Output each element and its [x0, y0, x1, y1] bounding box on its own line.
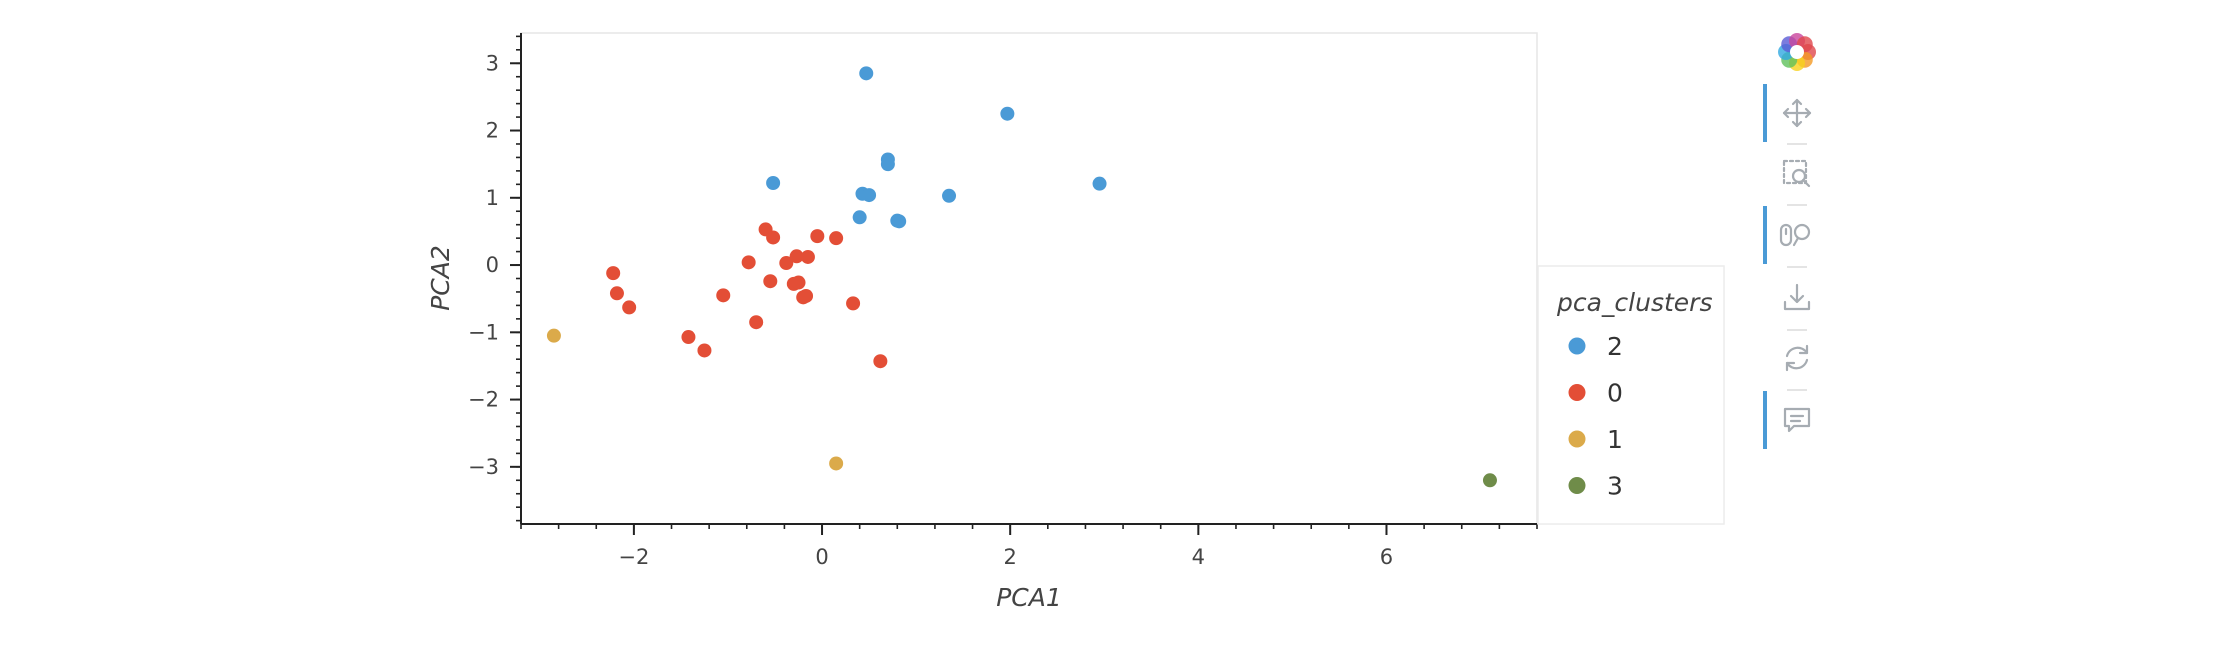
legend-marker	[1568, 430, 1586, 448]
save-arrow	[1789, 283, 1805, 304]
data-point-cluster-0[interactable]	[749, 315, 764, 330]
save-tool-icon[interactable]	[1767, 268, 1827, 328]
reset-arc-top	[1785, 346, 1809, 358]
data-point-cluster-0[interactable]	[789, 249, 804, 264]
data-point-cluster-3[interactable]	[1482, 473, 1497, 488]
mouse-wheel	[1779, 223, 1793, 247]
data-point-cluster-0[interactable]	[799, 288, 814, 303]
legend-label: 2	[1607, 332, 1623, 361]
legend-label: 3	[1607, 472, 1623, 501]
legend-marker	[1568, 384, 1586, 401]
data-point-cluster-2[interactable]	[859, 66, 874, 81]
pan-tool-icon[interactable]	[1763, 83, 1827, 143]
data-point-cluster-0[interactable]	[791, 275, 806, 290]
wheel-zoom-handle	[1792, 236, 1800, 247]
pan-arrow-up	[1791, 98, 1803, 106]
legend-item-3[interactable]: 3	[1568, 472, 1623, 501]
data-point-cluster-0[interactable]	[681, 330, 696, 345]
data-point-cluster-2[interactable]	[766, 175, 781, 190]
data-point-cluster-1[interactable]	[546, 328, 561, 343]
y-tick-label: −1	[468, 320, 499, 344]
x-tick-label: −2	[618, 545, 649, 569]
y-axis-label: PCA2	[426, 245, 455, 311]
box-zoom-handle	[1801, 178, 1811, 188]
data-point-cluster-0[interactable]	[763, 274, 778, 289]
x-tick-label: 6	[1380, 545, 1393, 569]
hover-lines	[1789, 414, 1805, 423]
legend-item-0[interactable]: 0	[1568, 379, 1623, 408]
legend-item-2[interactable]: 2	[1568, 332, 1623, 361]
data-point-cluster-0[interactable]	[697, 343, 712, 358]
plot-area-border	[520, 32, 1538, 525]
y-tick-label: 2	[486, 119, 499, 143]
data-point-cluster-0[interactable]	[609, 286, 624, 301]
y-tick-label: 3	[486, 51, 499, 75]
legend-item-1[interactable]: 1	[1568, 425, 1623, 454]
pan-arrows	[1782, 98, 1812, 128]
data-point-cluster-1[interactable]	[829, 456, 844, 471]
data-point-cluster-0[interactable]	[766, 230, 781, 245]
legend-label: 0	[1607, 379, 1623, 408]
data-point-cluster-0[interactable]	[800, 249, 815, 264]
data-point-cluster-0[interactable]	[829, 231, 844, 246]
reset-arrow-bottom	[1785, 361, 1796, 372]
reset-arrow-top	[1798, 344, 1809, 355]
data-points	[546, 66, 1497, 488]
y-tick-label: −3	[468, 455, 499, 479]
x-tick-label: 0	[815, 545, 828, 569]
data-point-cluster-0[interactable]	[873, 354, 888, 369]
data-point-cluster-0[interactable]	[716, 288, 731, 303]
y-tick-label: −2	[468, 388, 499, 412]
x-tick-label: 4	[1192, 545, 1205, 569]
box-zoom-rect	[1782, 159, 1808, 185]
legend-title: pca_clusters	[1556, 288, 1712, 317]
data-point-cluster-0[interactable]	[810, 229, 825, 244]
data-point-cluster-2[interactable]	[942, 188, 957, 203]
tool-hitbox	[1767, 328, 1827, 388]
box-zoom-tool-icon[interactable]	[1767, 144, 1827, 204]
data-point-cluster-2[interactable]	[852, 210, 867, 225]
pan-arrow-down	[1791, 120, 1803, 128]
hover-tool-icon[interactable]	[1763, 390, 1827, 450]
box-zoom-lens	[1791, 168, 1807, 184]
save-tray	[1783, 300, 1811, 311]
x-axis-label: PCA1	[996, 583, 1062, 612]
pan-arrow-right	[1804, 107, 1812, 119]
data-point-cluster-0[interactable]	[741, 255, 756, 270]
tool-hitbox	[1767, 205, 1827, 265]
reset-arc-bottom	[1785, 358, 1809, 370]
hover-bubble	[1783, 407, 1811, 433]
wheel-zoom-tool-icon[interactable]	[1763, 205, 1827, 265]
y-tick-label: 0	[486, 253, 499, 277]
data-point-cluster-0[interactable]	[622, 300, 637, 315]
legend-marker	[1568, 337, 1586, 355]
legend-marker	[1568, 477, 1586, 494]
reset-tool-icon[interactable]	[1767, 328, 1827, 388]
tool-hitbox	[1767, 144, 1827, 204]
data-point-cluster-2[interactable]	[1000, 106, 1015, 121]
data-point-cluster-2[interactable]	[862, 188, 877, 203]
bokeh-logo-icon[interactable]	[1778, 33, 1816, 71]
legend-label: 1	[1607, 425, 1623, 454]
data-point-cluster-0[interactable]	[606, 266, 621, 281]
data-point-cluster-2[interactable]	[1092, 176, 1107, 191]
data-point-cluster-0[interactable]	[779, 256, 794, 271]
y-tick-label: 1	[486, 186, 499, 210]
data-point-cluster-0[interactable]	[846, 296, 861, 311]
data-point-cluster-2[interactable]	[892, 214, 907, 229]
data-point-cluster-2[interactable]	[880, 157, 895, 172]
pan-arrow-left	[1782, 107, 1790, 119]
legend: pca_clusters 2 0 1 3	[1537, 265, 1725, 525]
wheel-zoom-lens	[1793, 223, 1811, 241]
x-tick-label: 2	[1003, 545, 1016, 569]
plot-toolbar	[1763, 33, 1827, 450]
logo-center	[1790, 45, 1804, 59]
